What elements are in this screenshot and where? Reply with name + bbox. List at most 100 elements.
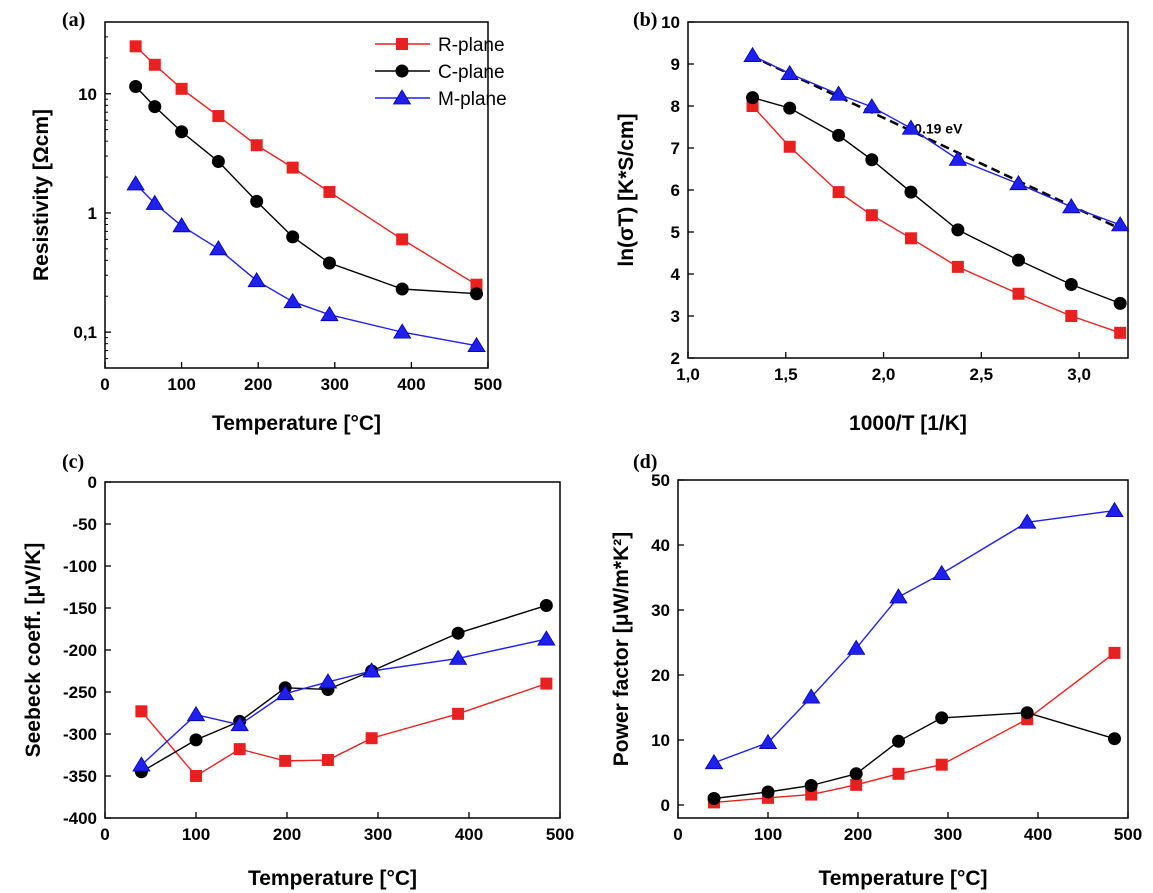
data-point xyxy=(1108,732,1121,746)
data-point xyxy=(247,271,266,288)
x-tick-label: 500 xyxy=(546,825,574,844)
data-point xyxy=(892,767,905,780)
y-axis-label: Resistivity [Ωcm] xyxy=(30,109,53,281)
data-point xyxy=(892,734,905,748)
data-point xyxy=(323,185,336,198)
data-point xyxy=(1065,310,1078,322)
x-tick-label: 300 xyxy=(934,825,962,844)
y-tick-label: -400 xyxy=(63,809,97,828)
data-point xyxy=(209,240,228,256)
data-point xyxy=(1020,706,1034,720)
data-point xyxy=(190,770,202,782)
y-tick-label: 2 xyxy=(671,349,680,368)
x-tick-label: 3,0 xyxy=(1067,365,1091,384)
data-point xyxy=(865,209,878,222)
data-point xyxy=(396,38,408,50)
legend-label: C-plane xyxy=(438,62,505,83)
y-tick-label: 7 xyxy=(671,139,680,158)
series-c-plane xyxy=(746,91,1127,310)
y-tick-label: 6 xyxy=(671,181,680,200)
y-tick-label: -100 xyxy=(63,557,97,576)
data-point xyxy=(1017,513,1037,529)
plot-frame xyxy=(104,21,489,369)
data-point xyxy=(1114,326,1127,339)
x-tick-label: 2,0 xyxy=(872,365,896,384)
data-point xyxy=(746,91,760,105)
data-point xyxy=(175,125,189,139)
data-point xyxy=(1009,174,1028,191)
data-point xyxy=(279,754,292,767)
data-point xyxy=(467,336,486,353)
data-point xyxy=(392,323,412,339)
data-point xyxy=(135,705,148,718)
series-m-plane xyxy=(132,630,556,772)
y-tick-label: -350 xyxy=(63,767,97,786)
activation-energy-annotation: 0.19 eV xyxy=(914,120,963,136)
panel-label: (c) xyxy=(62,451,84,473)
data-point xyxy=(935,711,949,725)
data-point xyxy=(275,684,295,701)
x-axis-label: Temperature [°C] xyxy=(818,867,987,890)
data-point xyxy=(283,292,302,309)
data-point xyxy=(286,230,300,244)
y-tick-label: 40 xyxy=(651,536,670,555)
x-tick-label: 500 xyxy=(1114,825,1142,844)
y-tick-label: 10 xyxy=(78,85,97,104)
y-tick-label: -200 xyxy=(63,641,97,660)
data-point xyxy=(743,46,762,62)
y-tick-label: 5 xyxy=(671,223,680,242)
series-r-plane xyxy=(129,40,483,291)
x-tick-label: 0 xyxy=(673,825,682,844)
plot-frame xyxy=(104,481,561,819)
series-r-plane xyxy=(708,646,1121,809)
data-point xyxy=(901,119,921,135)
data-point xyxy=(832,128,846,142)
y-tick-label: 4 xyxy=(671,265,681,284)
series-line xyxy=(141,604,547,773)
data-point xyxy=(126,175,145,191)
data-point xyxy=(829,85,848,101)
x-tick-label: 2,5 xyxy=(970,365,994,384)
series-line xyxy=(135,183,477,347)
series-line xyxy=(140,638,547,766)
data-point xyxy=(1110,216,1130,232)
y-tick-label: 30 xyxy=(651,601,670,620)
data-point xyxy=(318,673,338,689)
data-point xyxy=(212,110,225,123)
chart-panel-d: (d) 0 100 200 300 400 500 0 10 20 30 40 50 Temperatur… xyxy=(610,451,1142,890)
x-tick-label: 1,5 xyxy=(774,365,798,384)
series-line xyxy=(713,652,1115,804)
x-tick-label: 400 xyxy=(455,825,483,844)
series-line xyxy=(713,509,1115,764)
data-point xyxy=(396,233,409,246)
x-tick-label: 200 xyxy=(844,825,872,844)
data-point xyxy=(904,232,917,245)
y-tick-label: 0 xyxy=(88,473,97,492)
y-tick-label: 0 xyxy=(661,796,670,815)
plot-frame xyxy=(677,479,1129,819)
legend-label: R-plane xyxy=(438,35,505,56)
data-point xyxy=(250,139,263,152)
legend-label: M-plane xyxy=(438,89,507,110)
data-point xyxy=(889,588,908,604)
data-point xyxy=(865,153,879,167)
data-point xyxy=(540,677,553,690)
data-point xyxy=(1012,287,1025,300)
data-point xyxy=(1108,646,1121,659)
series-c-plane xyxy=(707,706,1121,805)
series-r-plane xyxy=(135,677,553,782)
x-tick-label: 300 xyxy=(321,375,349,394)
y-tick-label: 20 xyxy=(651,666,670,685)
legend: R-plane C-plane M-plane xyxy=(375,35,507,110)
y-tick-label: 3 xyxy=(671,307,680,326)
series-c-plane xyxy=(129,80,484,301)
data-point xyxy=(322,256,336,270)
y-tick-label: 1 xyxy=(88,204,97,223)
chart-panel-a: (a) 0 100 200 300 400 500 0,1 1 10 Temperature [°C… xyxy=(30,9,502,435)
x-tick-label: 100 xyxy=(754,825,782,844)
data-point xyxy=(148,58,161,71)
x-tick-label: 1,0 xyxy=(676,365,700,384)
y-tick-label: -150 xyxy=(63,599,97,618)
series-line xyxy=(713,711,1115,800)
